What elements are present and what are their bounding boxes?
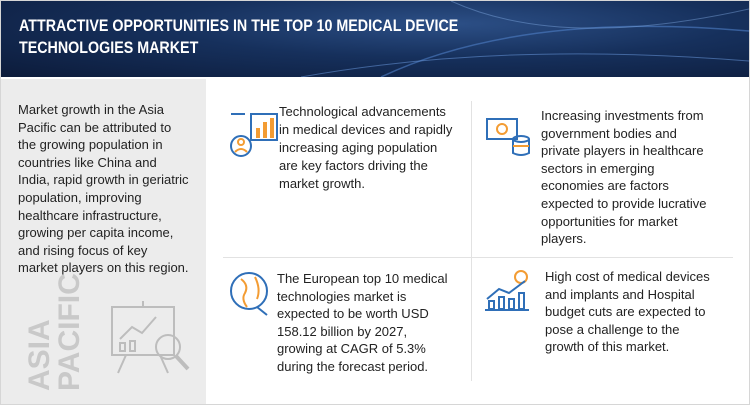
text-line: Technological advancements <box>279 104 446 119</box>
text-line: population, improving <box>18 190 142 205</box>
separator <box>223 257 733 258</box>
text-line: government bodies and <box>541 125 677 141</box>
text-line: Increasing investments from <box>541 108 704 123</box>
text-line: The European top 10 medical <box>277 271 448 286</box>
text-line: during the forecast period. <box>277 359 429 374</box>
text-line: and rising focus of key <box>18 242 148 258</box>
text-line: pose a challenge to the <box>545 321 680 337</box>
text-line: opportunities for market <box>541 213 678 229</box>
text-line: expected to be worth USD <box>277 306 429 322</box>
text-line: market growth. <box>279 176 365 191</box>
text-line: 158.12 billion by 2027, <box>277 323 408 339</box>
separator <box>471 101 472 381</box>
text-line: market players on this region. <box>18 260 189 276</box>
text-line: expected to provide lucrative <box>541 196 707 211</box>
text-line: Pacific can be attributed to <box>18 119 172 135</box>
presentation-icon <box>111 301 190 374</box>
money-icon <box>486 118 530 156</box>
chart-icon <box>485 270 529 311</box>
region-label: PACIFIC <box>53 273 86 391</box>
text-line: budget cuts are expected to <box>545 304 706 319</box>
text-line: increasing aging population <box>279 140 438 155</box>
header: ATTRACTIVE OPPORTUNITIES IN THE TOP 10 M… <box>1 1 749 77</box>
text-line: High cost of medical devices <box>545 269 710 284</box>
text-line: countries like China and <box>18 154 157 170</box>
text-line: private players in healthcare <box>541 143 704 159</box>
text-line: growing per capita income, <box>18 225 174 241</box>
growth-icon <box>230 113 278 157</box>
text-line: players. <box>541 231 587 247</box>
globe-icon <box>230 272 268 316</box>
text-line: growth of this market. <box>545 339 670 354</box>
text-line: technologies market is <box>277 288 407 304</box>
text-line: economies are factors <box>541 178 669 194</box>
header-decoration <box>300 1 749 77</box>
text-line: India, rapid growth in geriatric <box>18 172 189 188</box>
text-line: Market growth in the Asia <box>18 102 164 117</box>
text-line: the growing population in <box>18 137 163 153</box>
sidebar: Market growth in the Asia Pacific can be … <box>1 79 206 404</box>
text-line: and implants and Hospital <box>545 286 695 302</box>
text-line: growing at CAGR of 5.3% <box>277 341 426 357</box>
title-line: TECHNOLOGIES MARKET <box>19 38 199 57</box>
text-line: healthcare infrastructure, <box>18 207 162 223</box>
text-line: sectors in emerging <box>541 160 655 176</box>
title-line: ATTRACTIVE OPPORTUNITIES IN THE TOP 10 M… <box>19 16 459 35</box>
text-line: in medical devices and rapidly <box>279 122 453 137</box>
text-line: are key factors driving the <box>279 158 428 173</box>
region-label: ASIA <box>23 319 56 391</box>
